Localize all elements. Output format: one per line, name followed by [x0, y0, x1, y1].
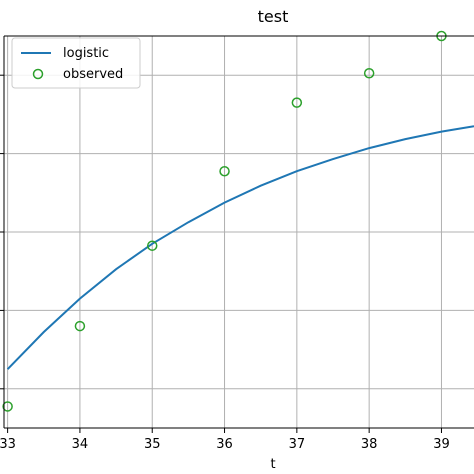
- legend-observed-label: observed: [63, 67, 123, 82]
- x-axis-label: t: [270, 457, 275, 472]
- observed-point: [2, 401, 13, 412]
- x-tick-label: 36: [216, 437, 233, 452]
- observed-point: [74, 320, 86, 332]
- legend-observed-marker-icon: [32, 68, 44, 80]
- chart-title: test: [258, 7, 289, 26]
- x-tick-label: 33: [0, 437, 16, 452]
- plot-series: [2, 30, 474, 412]
- x-tick-label: 34: [72, 437, 89, 452]
- observed-point: [219, 165, 230, 177]
- x-tick-label: 39: [433, 437, 450, 452]
- x-tick-label: 37: [289, 437, 306, 452]
- observed-point: [291, 97, 303, 108]
- ticks: 33 34 35 36 37 38 39: [0, 74, 450, 452]
- observed-point: [146, 240, 158, 251]
- legend: logistic observed: [11, 37, 141, 89]
- x-tick-label: 35: [144, 437, 161, 452]
- legend-box: [11, 37, 141, 89]
- grid-lines: [4, 36, 474, 428]
- observed-point: [363, 67, 375, 79]
- logistic-line: [6, 125, 474, 370]
- x-tick-label: 38: [361, 437, 378, 452]
- legend-logistic-label: logistic: [63, 46, 109, 61]
